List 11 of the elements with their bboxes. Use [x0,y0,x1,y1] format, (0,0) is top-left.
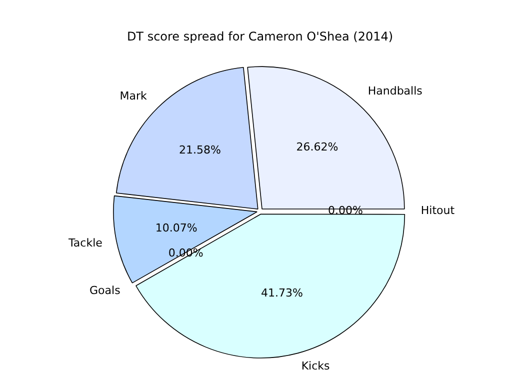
chart-title: DT score spread for Cameron O'Shea (2014) [126,29,394,44]
data-label: 26.62% [296,140,338,154]
slice-label: Tackle [68,236,103,250]
category-label: Hitout [420,204,455,218]
slice-label: Mark [120,90,148,103]
category-label: Goals [90,284,120,297]
data-label: 21.58% [178,143,221,156]
slice-label: Kicks [301,360,330,373]
slice-label: Handballs [368,84,423,98]
data-label: 10.07% [155,221,198,234]
data-label: 41.73% [260,286,303,300]
